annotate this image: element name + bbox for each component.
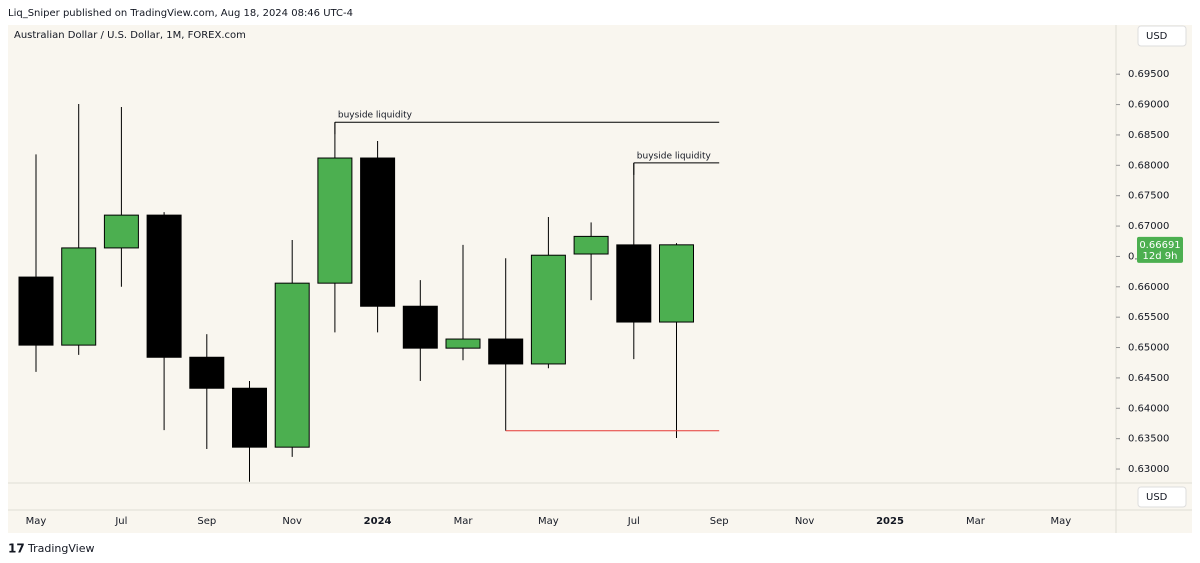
candle-body xyxy=(103,214,139,249)
x-tick-label: Mar xyxy=(454,516,474,527)
x-tick-label: Sep xyxy=(710,516,729,527)
currency-button[interactable] xyxy=(1137,25,1187,47)
x-tick-label: 2025 xyxy=(876,516,904,527)
publisher: Liq_Sniper published on TradingView.com,… xyxy=(8,8,353,19)
candle-body xyxy=(488,338,524,365)
brand: TradingView xyxy=(27,542,94,555)
x-tick-label: May xyxy=(538,516,559,527)
candle-body xyxy=(659,244,694,323)
y-tick-label: 0.65000 xyxy=(1128,343,1169,354)
y-tick-label: 0.67500 xyxy=(1128,191,1169,202)
chart-background xyxy=(8,25,1192,533)
candle-body xyxy=(402,305,438,349)
y-tick-label: 0.68500 xyxy=(1128,130,1169,141)
y-tick-label: 0.68000 xyxy=(1128,160,1169,171)
price-tag-label: 0.66691 xyxy=(1139,240,1180,251)
x-tick-label: May xyxy=(26,516,47,527)
y-tick-label: 0.67000 xyxy=(1128,221,1169,232)
brand-logo: 17 xyxy=(8,542,25,556)
x-tick-label: Jul xyxy=(114,516,127,527)
x-tick-label: 2024 xyxy=(364,516,392,527)
x-tick-label: Jul xyxy=(627,516,640,527)
candle-body xyxy=(616,244,652,323)
candle-body xyxy=(530,254,566,365)
y-tick-label: 0.65500 xyxy=(1128,312,1169,323)
currency[interactable]: USD xyxy=(1146,492,1168,503)
currency[interactable]: USD xyxy=(1146,31,1168,42)
annotation: buyside liquidity xyxy=(338,111,413,121)
candle-body xyxy=(18,276,54,346)
y-tick-label: 0.64500 xyxy=(1128,373,1169,384)
annotation: buyside liquidity xyxy=(637,151,712,161)
candle-body xyxy=(317,157,353,284)
x-tick-label: Nov xyxy=(282,516,302,527)
price-tag xyxy=(1137,236,1183,263)
x-tick-label: May xyxy=(1050,516,1071,527)
candle-body xyxy=(189,356,225,389)
chart-title: Australian Dollar / U.S. Dollar, 1M, FOR… xyxy=(14,30,246,41)
x-tick-label: Mar xyxy=(966,516,986,527)
y-tick-label: 0.63500 xyxy=(1128,434,1169,445)
currency-button[interactable] xyxy=(1137,486,1187,508)
countdown: 12d 9h xyxy=(1143,251,1178,262)
candle-body xyxy=(146,214,182,358)
x-tick-label: Nov xyxy=(795,516,815,527)
candle-body xyxy=(274,282,310,448)
y-tick-label: 0.69000 xyxy=(1128,100,1169,111)
y-tick-label: 0.63000 xyxy=(1128,464,1169,475)
y-tick-label: 0.64000 xyxy=(1128,403,1169,414)
y-tick-label: 0.66000 xyxy=(1128,282,1169,293)
x-tick-label: Sep xyxy=(197,516,216,527)
candle-body xyxy=(61,247,97,346)
candle-body xyxy=(445,338,481,349)
candle-body xyxy=(360,157,396,307)
candle-body xyxy=(573,235,609,255)
candle-body xyxy=(232,387,267,448)
y-tick-label: 0.69500 xyxy=(1128,69,1169,80)
